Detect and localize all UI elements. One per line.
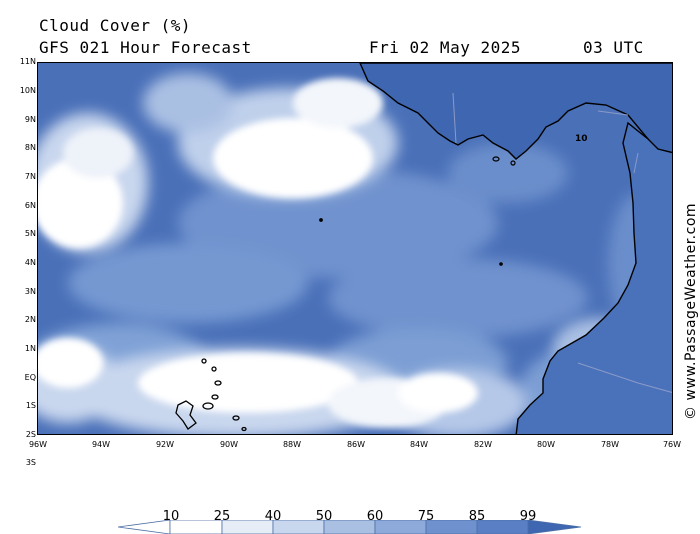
forecast-time: 03 UTC: [583, 38, 644, 57]
lon-label: 80W: [536, 440, 556, 449]
cloud-field-clear: [38, 78, 478, 428]
lat-label: 10N: [19, 86, 36, 95]
colorbar-label: 10: [162, 509, 180, 524]
lon-label: 76W: [662, 440, 682, 449]
colorbar-label: 25: [213, 509, 231, 524]
colorbar-label: 50: [315, 509, 333, 524]
lat-label: 3S: [25, 458, 36, 467]
coastal-islands: [319, 156, 516, 266]
website-credit: © www.PassageWeather.com: [683, 202, 699, 420]
lat-label: 4N: [24, 258, 36, 267]
central-america-land: [359, 63, 672, 160]
lat-label: 7N: [24, 172, 36, 181]
lat-label: 8N: [24, 143, 36, 152]
lat-label: 1N: [24, 344, 36, 353]
lat-label: 9N: [24, 115, 36, 124]
lon-label: 88W: [282, 440, 302, 449]
lon-label: 82W: [473, 440, 493, 449]
map-canvas: [38, 63, 672, 434]
lat-label: 6N: [24, 201, 36, 210]
map-region-label: 10: [575, 134, 588, 144]
lat-label: 1S: [25, 401, 36, 410]
lat-label: 5N: [24, 229, 36, 238]
galapagos-islands: [175, 358, 247, 432]
lon-label: 92W: [155, 440, 175, 449]
south-america-land: [515, 121, 672, 434]
colorbar-label: 40: [264, 509, 282, 524]
political-borders: [452, 92, 672, 393]
colorbar-label: 99: [519, 509, 537, 524]
lon-label: 84W: [409, 440, 429, 449]
colorbar-label: 75: [417, 509, 435, 524]
lon-label: 96W: [28, 440, 48, 449]
lon-label: 78W: [600, 440, 620, 449]
map-title: Cloud Cover (%): [39, 16, 191, 35]
lat-label: 3N: [24, 287, 36, 296]
lat-label: 2S: [25, 430, 36, 439]
lon-label: 94W: [91, 440, 111, 449]
lon-label: 86W: [346, 440, 366, 449]
lon-label: 90W: [219, 440, 239, 449]
colorbar: [118, 520, 582, 534]
colorbar-label: 60: [366, 509, 384, 524]
lat-label: 2N: [24, 315, 36, 324]
lat-label: EQ: [24, 373, 36, 382]
forecast-date: Fri 02 May 2025: [369, 38, 521, 57]
colorbar-label: 85: [468, 509, 486, 524]
cloud-cover-map: 10: [37, 62, 673, 435]
forecast-label: GFS 021 Hour Forecast: [39, 38, 252, 57]
lat-label: 11N: [19, 57, 36, 66]
